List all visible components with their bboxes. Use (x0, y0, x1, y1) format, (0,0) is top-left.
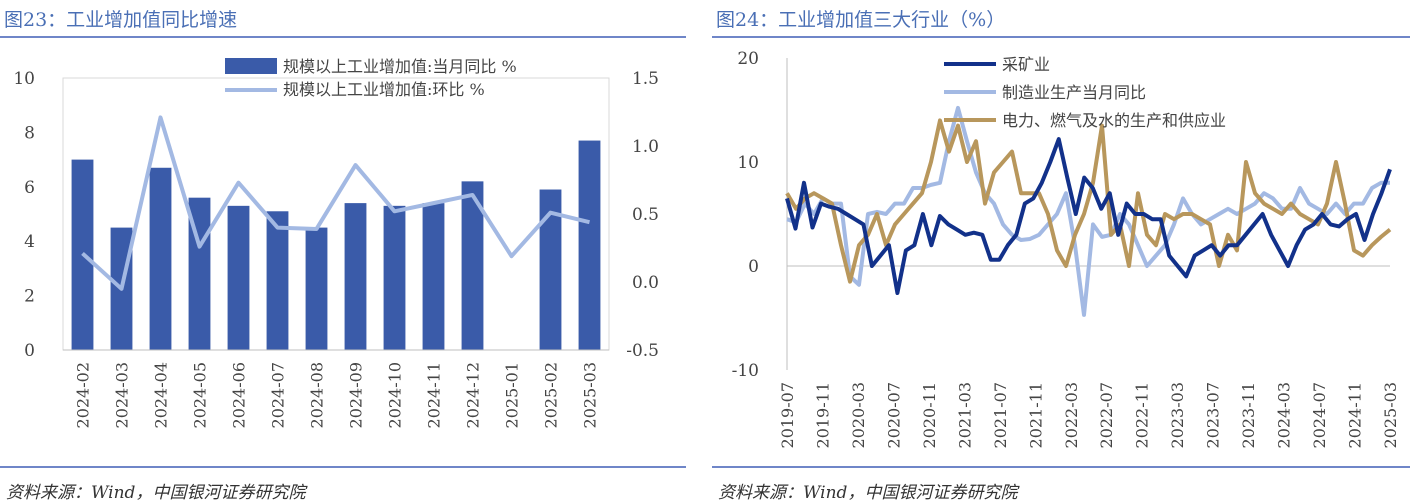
left-chart-title: 图23：工业增加值同比增速 (4, 9, 238, 31)
y-tick-label: 10 (737, 153, 759, 173)
x-tick-label: 2025-03 (581, 362, 600, 428)
left-y-tick-label: 10 (13, 69, 35, 89)
x-tick-label: 2022-07 (1097, 382, 1116, 448)
legend-label-utilities: 电力、燃气及水的生产和供应业 (1002, 111, 1226, 130)
right-y-tick-label: -0.5 (626, 341, 659, 361)
industrial-value-added-bar-line-chart: 0 2 4 6 8 10 -0.5 0.0 0.5 1.0 1.5 2024-02 2024-03 202… (13, 57, 659, 428)
x-tick-label: 2025-01 (503, 362, 522, 428)
x-tick-label: 2024-09 (347, 362, 366, 428)
left-title-rule (0, 36, 686, 38)
legend-swatch-yoy (225, 58, 277, 74)
x-tick-label: 2023-11 (1239, 382, 1258, 448)
bar-yoy (149, 167, 172, 350)
right-source-note: 资料来源：Wind，中国银河证券研究院 (718, 483, 1018, 503)
right-y-tick-label: 1.5 (632, 69, 659, 89)
left-y-tick-label: 4 (24, 232, 35, 252)
y-tick-label: 0 (748, 257, 759, 277)
bar-yoy (461, 181, 484, 350)
legend-label-yoy: 规模以上工业增加值:当月同比 % (283, 57, 517, 76)
right-y-tick-label: 0.5 (632, 205, 659, 225)
left-chart-panel: 图23：工业增加值同比增速 0 2 4 6 8 10 -0.5 0.0 0.5 1.0 1.5 202… (0, 0, 700, 503)
x-tick-label: 2025-02 (542, 362, 561, 428)
line-mom (81, 115, 590, 291)
x-tick-label: 2024-03 (113, 362, 132, 428)
x-tick-label: 2025-03 (1381, 382, 1400, 448)
x-tick-label: 2024-11 (425, 362, 444, 428)
legend-label-manufacturing: 制造业生产当月同比 (1002, 83, 1146, 102)
right-y-tick-label: 1.0 (632, 137, 659, 157)
x-tick-label: 2023-03 (1168, 382, 1187, 448)
x-tick-label: 2024-12 (464, 362, 483, 428)
line-mining (785, 137, 1392, 296)
line-utilities (785, 118, 1392, 284)
three-sectors-line-chart: -10 0 10 20 2019-07 2019-11 2020-03 2020-07 2020… (732, 49, 1400, 448)
y-tick-label: 20 (737, 49, 759, 69)
bar-yoy (305, 227, 328, 350)
bar-yoy (227, 205, 250, 350)
left-y-tick-label: 2 (24, 287, 35, 307)
bar-yoy (383, 205, 406, 350)
x-tick-label: 2024-03 (1275, 382, 1294, 448)
x-tick-label: 2022-11 (1133, 382, 1152, 448)
left-source-rule (0, 466, 686, 468)
bar-yoy (266, 211, 289, 350)
x-tick-label: 2019-11 (813, 382, 832, 448)
x-tick-label: 2024-07 (1310, 382, 1329, 448)
right-title-rule (712, 36, 1410, 38)
line-manufacturing (786, 105, 1390, 317)
x-tick-label: 2024-05 (191, 362, 210, 428)
x-tick-label: 2020-11 (920, 382, 939, 448)
x-tick-label: 2020-03 (849, 382, 868, 448)
bar-yoy (539, 189, 562, 350)
x-tick-label: 2024-04 (152, 362, 171, 428)
x-tick-label: 2023-07 (1204, 382, 1223, 448)
x-tick-label: 2019-07 (778, 382, 797, 448)
legend-label-mining: 采矿业 (1002, 55, 1050, 74)
y-tick-label: -10 (732, 361, 759, 381)
plot-area-frame (62, 77, 610, 351)
right-y-tick-label: 0.0 (632, 273, 659, 293)
right-chart-panel: 图24：工业增加值三大行业（%） -10 0 10 20 2019-07 2019-11 2… (712, 0, 1417, 503)
x-tick-label: 2022-03 (1062, 382, 1081, 448)
left-y-tick-label: 8 (24, 123, 35, 143)
x-tick-label: 2024-06 (230, 362, 249, 428)
left-source-note: 资料来源：Wind，中国银河证券研究院 (6, 483, 306, 503)
left-y-tick-label: 0 (24, 341, 35, 361)
legend-label-mom: 规模以上工业增加值:环比 % (283, 80, 485, 99)
right-source-rule (712, 466, 1410, 468)
x-tick-label: 2021-07 (991, 382, 1010, 448)
right-chart-title: 图24：工业增加值三大行业（%） (716, 9, 1006, 31)
x-tick-label: 2021-03 (955, 382, 974, 448)
bar-yoy (422, 203, 445, 350)
x-tick-label: 2024-11 (1346, 382, 1365, 448)
x-tick-label: 2024-10 (386, 362, 405, 428)
x-tick-label: 2024-08 (308, 362, 327, 428)
bar-yoy (578, 140, 601, 350)
bar-yoy (344, 203, 367, 350)
x-tick-label: 2021-11 (1026, 382, 1045, 448)
x-tick-label: 2024-07 (269, 362, 288, 428)
left-y-tick-label: 6 (24, 178, 35, 198)
x-tick-label: 2024-02 (74, 362, 93, 428)
x-tick-label: 2020-07 (884, 382, 903, 448)
